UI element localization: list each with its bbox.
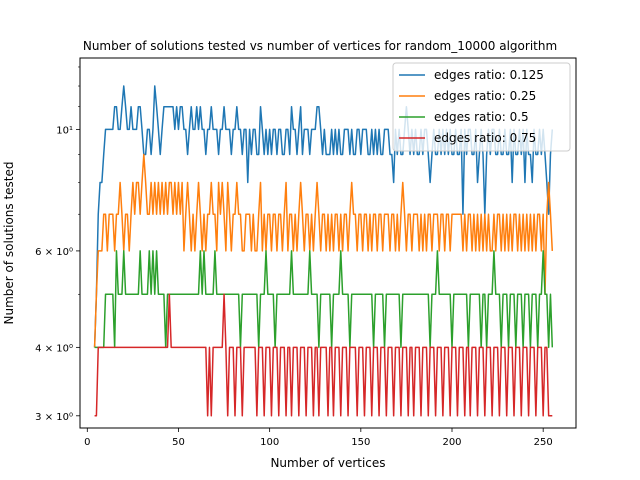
y-axis-label: Number of solutions tested — [2, 161, 16, 324]
y-axis: 3 × 10⁰ 4 × 10⁰ 6 × 10⁰ 10¹ — [35, 66, 80, 423]
y-tick-label: 3 × 10⁰ — [35, 412, 73, 423]
x-tick-label: 50 — [172, 437, 185, 448]
plot-frame — [79, 57, 577, 429]
x-tick-label: 200 — [442, 437, 461, 448]
series-line-4 — [94, 293, 553, 417]
legend-label: edges ratio: 0.25 — [434, 89, 536, 103]
y-tick-label: 10¹ — [56, 125, 73, 136]
x-axis: 0 50 100 150 200 250 — [84, 428, 553, 448]
x-tick-label: 100 — [260, 437, 279, 448]
chart-title: Number of solutions tested vs number of … — [83, 39, 557, 53]
legend-label: edges ratio: 0.5 — [434, 110, 529, 124]
legend-box — [392, 62, 571, 152]
x-tick-label: 250 — [534, 437, 553, 448]
legend-label: edges ratio: 0.75 — [434, 131, 536, 145]
y-tick-label: 4 × 10⁰ — [35, 343, 73, 354]
y-tick-label: 6 × 10⁰ — [35, 247, 73, 258]
legend-label: edges ratio: 0.125 — [434, 68, 544, 82]
series-line-2 — [93, 153, 554, 348]
x-axis-label: Number of vertices — [270, 456, 385, 470]
x-tick-label: 150 — [351, 437, 370, 448]
series-line-3 — [94, 250, 554, 349]
x-tick-label: 0 — [84, 437, 90, 448]
legend: edges ratio: 0.125 edges ratio: 0.25 edges… — [392, 62, 571, 152]
